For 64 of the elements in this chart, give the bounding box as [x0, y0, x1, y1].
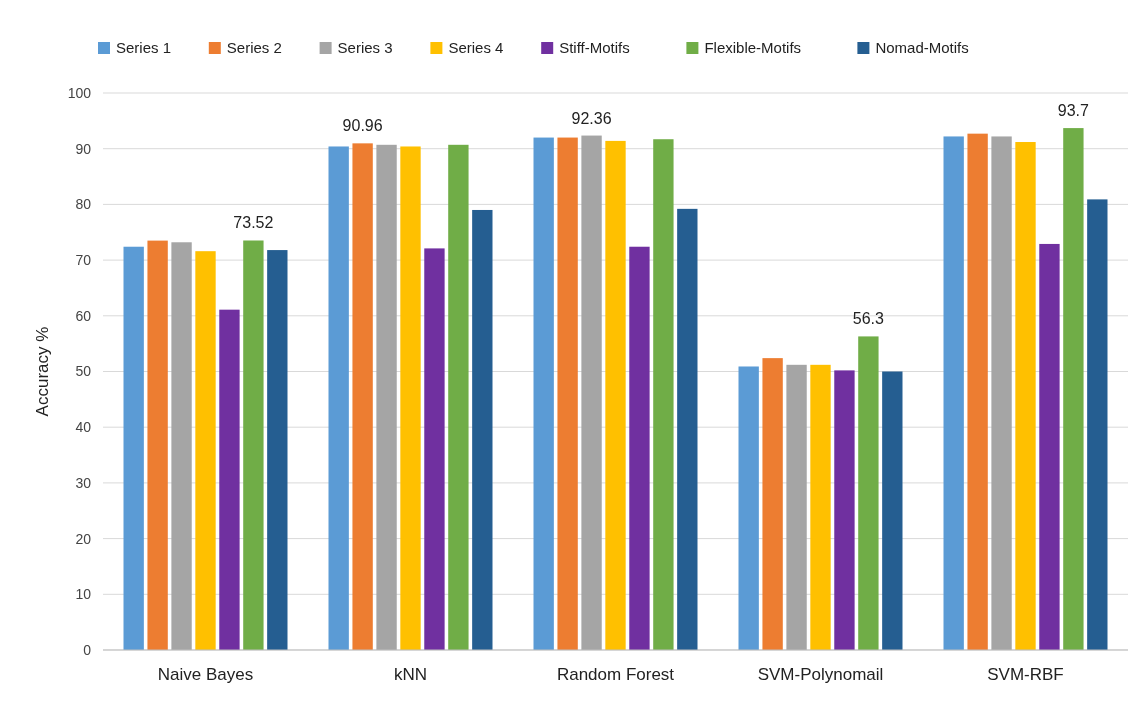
data-label: 90.96 — [342, 117, 383, 135]
y-tick-label: 60 — [75, 307, 92, 324]
bar — [1063, 128, 1084, 650]
y-axis-title: Accuracy % — [33, 326, 52, 417]
legend-label: Nomad-Motifs — [875, 39, 969, 56]
bar — [762, 358, 783, 650]
bar — [448, 144, 469, 650]
bar — [810, 364, 831, 650]
data-label: 56.3 — [852, 310, 885, 328]
bar — [557, 137, 578, 650]
x-tick-label: SVM-Polynomail — [757, 665, 884, 684]
y-tick-label: 20 — [75, 530, 92, 547]
bar — [834, 370, 855, 650]
bar — [1039, 243, 1060, 650]
y-tick-label: 70 — [75, 252, 92, 268]
bar — [882, 371, 903, 650]
bar — [786, 364, 807, 650]
bar — [472, 209, 493, 650]
bar — [123, 246, 144, 650]
bar — [677, 208, 698, 650]
bar — [738, 366, 759, 650]
bar — [653, 139, 674, 650]
x-tick-label: kNN — [393, 665, 428, 684]
legend-label: Series 2 — [226, 39, 282, 56]
bar — [267, 250, 288, 650]
bar — [605, 140, 626, 650]
bar — [533, 137, 554, 650]
legend-label: Series 1 — [116, 39, 172, 56]
bar — [171, 242, 192, 650]
y-tick-label: 30 — [75, 474, 92, 491]
bar — [1087, 199, 1108, 650]
bar — [352, 143, 373, 650]
legend-label: Stiff-Motifs — [559, 39, 630, 56]
legend-label: Series 4 — [448, 39, 504, 56]
data-label: 93.7 — [1057, 102, 1090, 120]
data-label: 73.52 — [233, 214, 274, 232]
bar — [243, 240, 264, 650]
bar — [147, 240, 168, 650]
y-tick-label: 50 — [75, 363, 92, 380]
bar — [195, 251, 216, 650]
bar — [967, 133, 988, 650]
data-label: 92.36 — [571, 109, 612, 127]
bar — [219, 309, 240, 650]
y-tick-label: 0 — [83, 641, 92, 658]
y-tick-label: 40 — [75, 419, 92, 436]
y-tick-label: 10 — [75, 586, 92, 603]
x-tick-label: Random Forest — [556, 665, 675, 684]
bar — [991, 136, 1012, 650]
y-tick-label: 100 — [67, 84, 92, 101]
y-tick-label: 90 — [75, 140, 92, 157]
bar — [1015, 142, 1036, 650]
bar — [424, 248, 445, 650]
x-tick-label: Naive Bayes — [157, 665, 254, 684]
bar — [400, 146, 421, 650]
bar — [581, 135, 602, 650]
bar — [328, 146, 349, 650]
legend-label: Series 3 — [337, 39, 393, 56]
y-tick-label: 80 — [75, 196, 92, 213]
bar — [858, 336, 879, 650]
legend-label: Flexible-Motifs — [704, 39, 802, 56]
bar — [629, 246, 650, 650]
x-tick-label: SVM-RBF — [987, 665, 1064, 684]
bar — [943, 136, 964, 650]
bar — [376, 144, 397, 650]
